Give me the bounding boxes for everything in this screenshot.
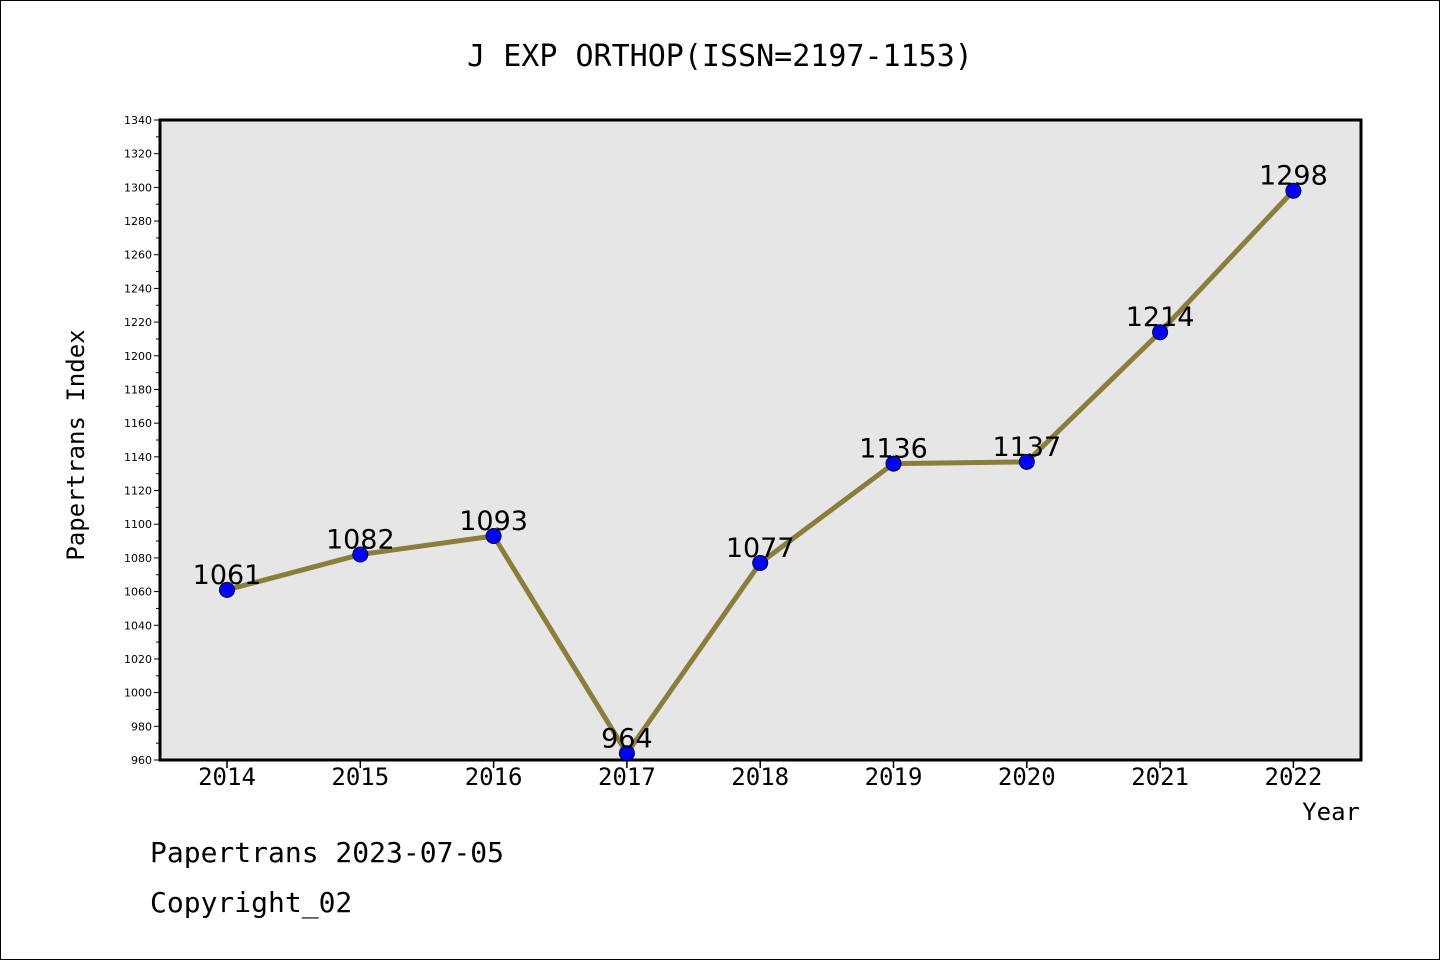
chart-title: J EXP ORTHOP(ISSN=2197-1153) (467, 39, 973, 74)
x-tick-label: 2020 (998, 763, 1056, 791)
data-point (752, 554, 769, 571)
footer-copyright: Copyright_02 (150, 886, 353, 919)
x-tick-label: 2018 (731, 763, 789, 791)
y-tick-label: 1180 (124, 383, 152, 396)
data-label: 1082 (326, 525, 395, 556)
data-point (885, 455, 902, 472)
data-point (352, 546, 369, 563)
x-tick-label: 2014 (198, 763, 256, 791)
points-group (219, 182, 1302, 762)
y-tick-label: 1060 (124, 586, 152, 599)
y-tick-label: 1260 (124, 249, 152, 262)
plot-area (158, 118, 1363, 762)
data-point (219, 581, 235, 598)
y-tick-label: 1120 (124, 485, 152, 498)
y-axis: 960 980 1000 1020 1040 1060 1080 1100 1120 1140 11… (124, 114, 160, 767)
x-tick-label: 2019 (865, 763, 923, 791)
data-labels-group: 1061 1082 1093 964 1077 1136 1137 1214 1298 (193, 161, 1328, 755)
data-point (1152, 324, 1169, 341)
y-tick-label: 1160 (124, 417, 152, 430)
y-tick-label: 1340 (124, 114, 152, 127)
y-tick-label: 1220 (124, 316, 152, 329)
y-tick-label: 980 (131, 720, 152, 733)
y-tick-label: 1280 (124, 215, 152, 228)
y-tick-label: 1080 (124, 552, 152, 565)
x-tick-label: 2021 (1131, 763, 1189, 791)
y-axis-label: Papertrans Index (62, 329, 90, 560)
data-point (485, 528, 502, 544)
data-label: 964 (601, 723, 653, 754)
y-tick-label: 1320 (124, 148, 152, 161)
footer-date: Papertrans 2023-07-05 (150, 836, 505, 869)
x-axis: 2014 2015 2016 2017 2018 2019 2020 2021 2022 (198, 760, 1322, 791)
data-point (1018, 453, 1035, 470)
data-label: 1136 (859, 434, 928, 465)
y-tick-label: 1000 (124, 687, 152, 700)
y-tick-label: 1300 (124, 181, 152, 194)
data-label: 1061 (193, 560, 262, 591)
data-label: 1077 (726, 533, 795, 564)
data-point (618, 745, 635, 762)
x-tick-label: 2016 (465, 763, 523, 791)
data-label: 1137 (992, 432, 1061, 463)
y-tick-label: 1020 (124, 653, 152, 666)
y-tick-label: 1100 (124, 518, 152, 531)
y-tick-label: 1240 (124, 282, 152, 295)
y-tick-label: 1200 (124, 350, 152, 363)
data-point (1285, 182, 1302, 199)
y-tick-label: 960 (131, 754, 152, 767)
x-tick-label: 2022 (1265, 763, 1323, 791)
data-label: 1214 (1126, 302, 1195, 333)
x-axis-label: Year (1302, 798, 1360, 826)
data-label: 1298 (1259, 161, 1328, 192)
y-tick-label: 1040 (124, 619, 152, 632)
x-tick-label: 2015 (331, 763, 389, 791)
y-tick-label: 1140 (124, 451, 152, 464)
data-label: 1093 (459, 506, 528, 537)
x-tick-label: 2017 (598, 763, 656, 791)
